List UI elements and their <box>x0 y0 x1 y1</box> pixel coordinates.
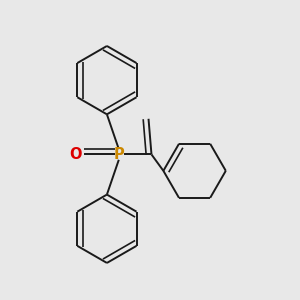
Text: O: O <box>69 147 81 162</box>
Text: P: P <box>114 147 125 162</box>
